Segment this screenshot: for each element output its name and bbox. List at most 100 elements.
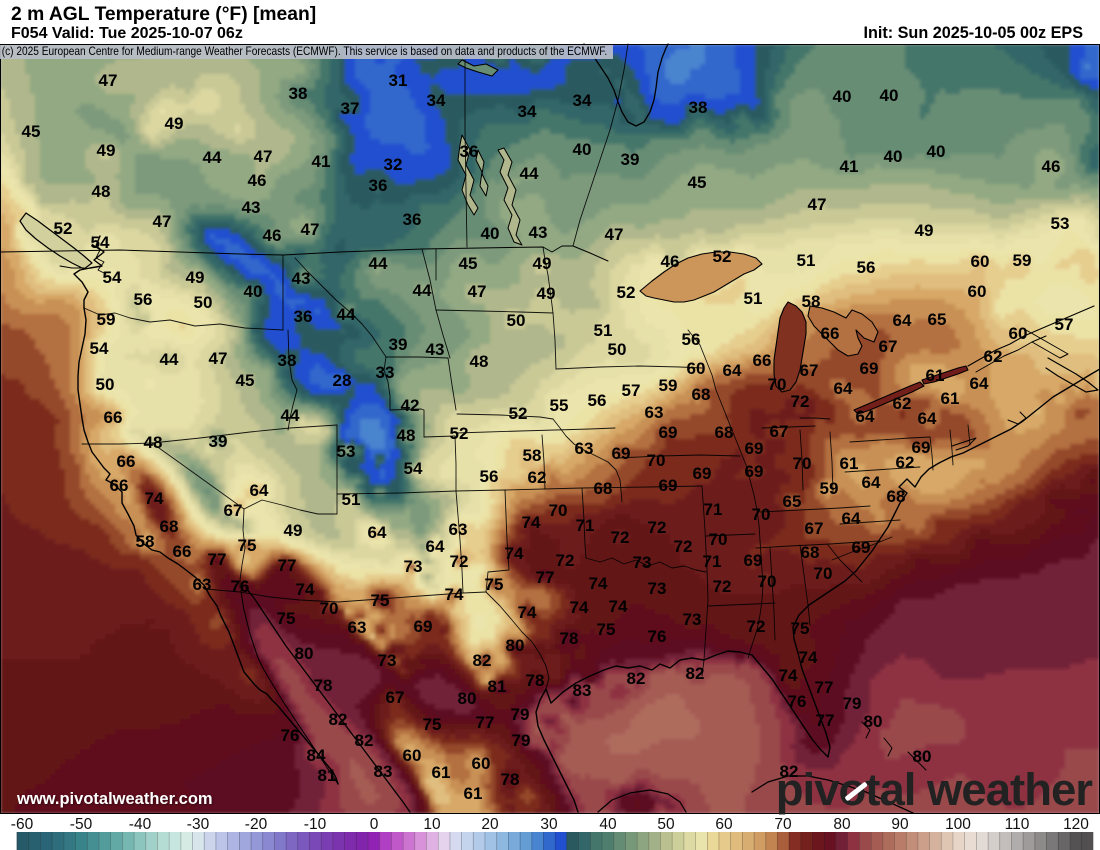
svg-text:75: 75 — [371, 591, 390, 610]
svg-text:100: 100 — [945, 816, 971, 833]
svg-text:67: 67 — [805, 519, 824, 538]
svg-text:74: 74 — [589, 574, 608, 593]
svg-text:60: 60 — [687, 359, 706, 378]
svg-text:61: 61 — [840, 454, 859, 473]
svg-text:34: 34 — [427, 91, 446, 110]
svg-text:70: 70 — [758, 572, 777, 591]
svg-text:43: 43 — [426, 340, 445, 359]
svg-text:39: 39 — [621, 150, 640, 169]
svg-text:58: 58 — [136, 532, 155, 551]
svg-text:36: 36 — [294, 307, 313, 326]
svg-text:56: 56 — [480, 467, 499, 486]
svg-text:74: 74 — [445, 585, 464, 604]
svg-text:31: 31 — [389, 71, 408, 90]
svg-text:80: 80 — [833, 816, 851, 833]
svg-text:40: 40 — [599, 816, 617, 833]
svg-text:45: 45 — [688, 173, 707, 192]
svg-text:72: 72 — [713, 577, 732, 596]
svg-text:65: 65 — [928, 310, 947, 329]
svg-text:75: 75 — [277, 609, 296, 628]
svg-text:66: 66 — [753, 351, 772, 370]
svg-text:70: 70 — [647, 451, 666, 470]
svg-text:54: 54 — [91, 233, 110, 252]
svg-text:71: 71 — [704, 500, 723, 519]
svg-text:80: 80 — [913, 747, 932, 766]
svg-text:48: 48 — [144, 433, 163, 452]
svg-text:51: 51 — [594, 321, 613, 340]
svg-text:65: 65 — [783, 492, 802, 511]
svg-text:70: 70 — [752, 505, 771, 524]
svg-text:82: 82 — [355, 731, 374, 750]
svg-text:-10: -10 — [304, 816, 327, 833]
svg-text:60: 60 — [715, 816, 733, 833]
svg-text:63: 63 — [348, 618, 367, 637]
svg-text:78: 78 — [560, 629, 579, 648]
svg-text:68: 68 — [594, 479, 613, 498]
svg-text:64: 64 — [723, 361, 742, 380]
svg-text:75: 75 — [597, 620, 616, 639]
svg-text:38: 38 — [289, 84, 308, 103]
svg-text:64: 64 — [250, 481, 269, 500]
svg-text:28: 28 — [333, 371, 352, 390]
svg-text:68: 68 — [692, 385, 711, 404]
svg-text:67: 67 — [879, 337, 898, 356]
svg-text:120: 120 — [1063, 816, 1089, 833]
svg-text:78: 78 — [314, 676, 333, 695]
svg-text:52: 52 — [617, 283, 636, 302]
svg-text:38: 38 — [278, 351, 297, 370]
svg-text:47: 47 — [605, 225, 624, 244]
svg-text:60: 60 — [403, 746, 422, 765]
svg-text:69: 69 — [659, 476, 678, 495]
svg-text:-60: -60 — [11, 816, 34, 833]
svg-text:83: 83 — [573, 681, 592, 700]
svg-text:75: 75 — [238, 536, 257, 555]
svg-text:76: 76 — [648, 627, 667, 646]
svg-text:44: 44 — [369, 254, 388, 273]
svg-text:64: 64 — [862, 473, 881, 492]
svg-text:70: 70 — [549, 501, 568, 520]
svg-text:45: 45 — [459, 254, 478, 273]
svg-text:81: 81 — [488, 677, 507, 696]
svg-text:46: 46 — [1042, 157, 1061, 176]
svg-text:40: 40 — [833, 87, 852, 106]
svg-text:78: 78 — [526, 671, 545, 690]
svg-text:56: 56 — [682, 330, 701, 349]
svg-text:52: 52 — [713, 247, 732, 266]
svg-text:69: 69 — [852, 538, 871, 557]
svg-text:62: 62 — [896, 453, 915, 472]
svg-text:41: 41 — [840, 157, 859, 176]
svg-text:71: 71 — [703, 552, 722, 571]
svg-text:50: 50 — [507, 311, 526, 330]
svg-text:73: 73 — [633, 553, 652, 572]
svg-text:67: 67 — [224, 501, 243, 520]
svg-text:69: 69 — [745, 462, 764, 481]
svg-text:79: 79 — [512, 731, 531, 750]
svg-text:69: 69 — [745, 439, 764, 458]
svg-text:46: 46 — [263, 226, 282, 245]
svg-text:67: 67 — [800, 361, 819, 380]
svg-text:64: 64 — [856, 407, 875, 426]
svg-text:69: 69 — [659, 423, 678, 442]
svg-text:74: 74 — [570, 598, 589, 617]
svg-text:69: 69 — [414, 617, 433, 636]
svg-text:83: 83 — [374, 762, 393, 781]
svg-text:60: 60 — [472, 754, 491, 773]
svg-text:66: 66 — [173, 542, 192, 561]
svg-text:44: 44 — [413, 281, 432, 300]
svg-text:36: 36 — [403, 210, 422, 229]
svg-text:74: 74 — [779, 666, 798, 685]
svg-text:110: 110 — [1005, 816, 1030, 833]
svg-text:77: 77 — [476, 713, 495, 732]
svg-text:63: 63 — [193, 575, 212, 594]
svg-text:33: 33 — [376, 363, 395, 382]
svg-text:59: 59 — [1013, 251, 1032, 270]
svg-text:69: 69 — [744, 551, 763, 570]
svg-text:74: 74 — [505, 544, 524, 563]
svg-text:71: 71 — [576, 516, 595, 535]
svg-text:80: 80 — [864, 712, 883, 731]
svg-text:60: 60 — [1009, 324, 1028, 343]
svg-text:77: 77 — [816, 711, 835, 730]
svg-text:77: 77 — [208, 550, 227, 569]
svg-text:-40: -40 — [129, 816, 152, 833]
svg-text:82: 82 — [329, 710, 348, 729]
